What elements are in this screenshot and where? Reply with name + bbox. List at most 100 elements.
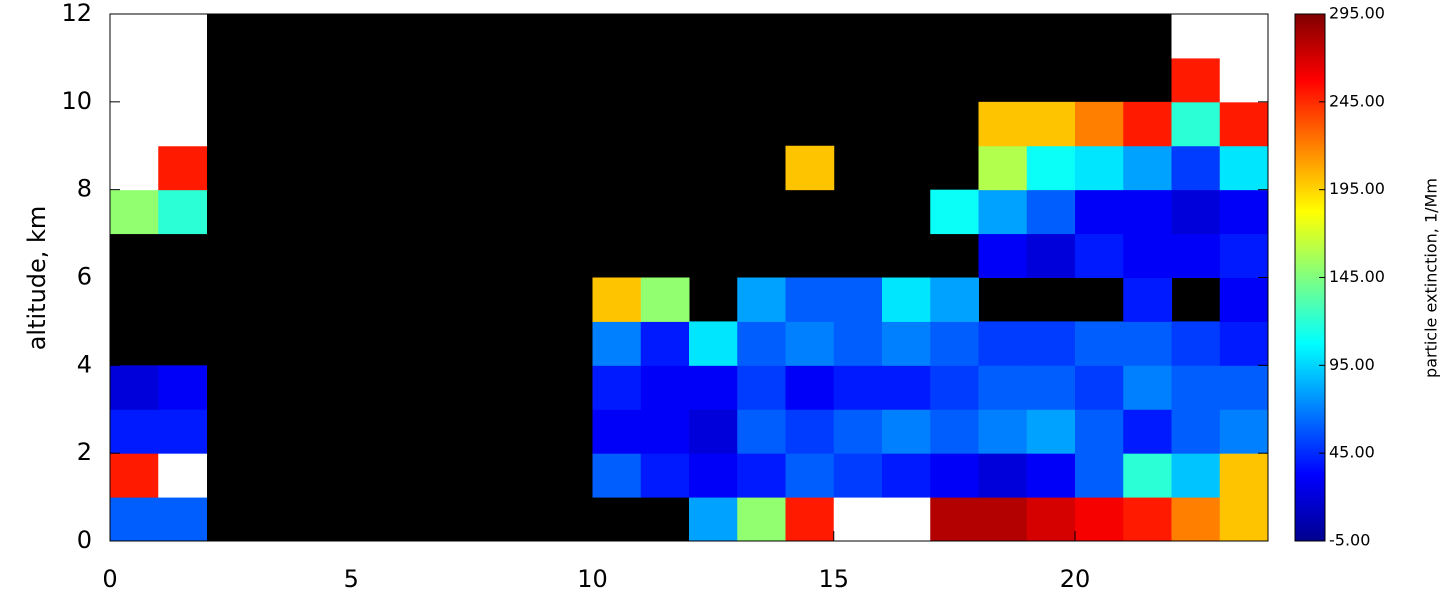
- heatmap-cell: [1171, 365, 1221, 410]
- heatmap-cell: [1026, 101, 1076, 147]
- heatmap-cell: [1171, 14, 1221, 59]
- heatmap-cell: [737, 497, 786, 542]
- heatmap-cell: [110, 101, 159, 147]
- heatmap-cell: [1171, 145, 1221, 191]
- heatmap-cell: [785, 453, 835, 498]
- y-tick-label: 2: [77, 438, 92, 466]
- heatmap-cell: [833, 409, 883, 454]
- heatmap-cell: [1123, 321, 1172, 366]
- heatmap-cell: [1026, 233, 1076, 278]
- x-tick-label: 5: [344, 565, 359, 593]
- heatmap-cell: [1219, 409, 1269, 454]
- heatmap-cell: [158, 14, 207, 59]
- heatmap-cell: [110, 14, 159, 59]
- heatmap-cell: [110, 365, 159, 410]
- colorbar-tick-label: 145.00: [1329, 267, 1385, 286]
- heatmap-cell: [930, 497, 979, 542]
- heatmap-cell: [1219, 145, 1269, 191]
- heatmap-cell: [1123, 497, 1172, 542]
- y-tick-label: 6: [77, 263, 92, 291]
- heatmap-cell: [882, 453, 931, 498]
- heatmap-cell: [640, 321, 690, 366]
- heatmap-cell: [785, 145, 835, 191]
- heatmap-cell: [1026, 409, 1076, 454]
- heatmap-cell: [1075, 409, 1124, 454]
- heatmap-cell: [1075, 101, 1124, 147]
- heatmap-cell: [833, 497, 883, 542]
- heatmap-cell: [1219, 277, 1269, 322]
- heatmap-cell: [785, 365, 835, 410]
- heatmap-cell: [1123, 189, 1172, 235]
- heatmap-cell: [158, 189, 207, 235]
- colorbar-tick-label: -5.00: [1329, 531, 1370, 550]
- heatmap-cell: [737, 277, 786, 322]
- heatmap-cell: [833, 277, 883, 322]
- heatmap-cell: [1026, 321, 1076, 366]
- heatmap-cell: [1219, 189, 1269, 235]
- heatmap-cell: [1219, 321, 1269, 366]
- heatmap-cell: [1219, 14, 1269, 59]
- heatmap-cell: [158, 365, 207, 410]
- heatmap-cell: [978, 321, 1028, 366]
- heatmap-cell: [1171, 453, 1221, 498]
- heatmap-cell: [689, 365, 738, 410]
- heatmap-cell: [1171, 189, 1221, 235]
- heatmap-cell: [1123, 409, 1172, 454]
- heatmap-cell: [978, 497, 1028, 542]
- heatmap-cell: [978, 233, 1028, 278]
- heatmap-cell: [110, 57, 159, 103]
- heatmap-cell: [592, 321, 642, 366]
- heatmap-cell: [592, 277, 642, 322]
- heatmap-cell: [882, 321, 931, 366]
- heatmap-cell: [1075, 189, 1124, 235]
- heatmap-cell: [640, 409, 690, 454]
- y-tick-label: 4: [77, 350, 92, 378]
- colorbar-tick-label: 95.00: [1329, 355, 1375, 374]
- heatmap-cell: [158, 145, 207, 191]
- y-tick-label: 10: [61, 87, 92, 115]
- heatmap-cell: [833, 365, 883, 410]
- heatmap-cell: [1123, 233, 1172, 278]
- heatmap-cell: [1171, 409, 1221, 454]
- heatmap-cell: [110, 145, 159, 191]
- heatmap-cell: [158, 497, 207, 542]
- heatmap-cell: [1171, 321, 1221, 366]
- heatmap-cell: [1219, 101, 1269, 147]
- heatmap-cell: [737, 409, 786, 454]
- heatmap-cell: [1171, 233, 1221, 278]
- heatmap-cell: [785, 321, 835, 366]
- heatmap-cell: [930, 409, 979, 454]
- heatmap-cell: [1075, 453, 1124, 498]
- heatmap-cell: [978, 101, 1028, 147]
- heatmap-cell: [1219, 497, 1269, 542]
- heatmap-cell: [1026, 497, 1076, 542]
- heatmap-cell: [158, 453, 207, 498]
- heatmap-cell: [1171, 497, 1221, 542]
- y-axis-label: altitude, km: [23, 206, 51, 351]
- heatmap-cell: [592, 365, 642, 410]
- heatmap-cell: [785, 277, 835, 322]
- y-tick-label: 12: [61, 0, 92, 27]
- heatmap-cell: [1171, 101, 1221, 147]
- heatmap-cell: [689, 497, 738, 542]
- heatmap-cell: [640, 453, 690, 498]
- heatmap-cell: [978, 189, 1028, 235]
- heatmap-cell: [1026, 145, 1076, 191]
- colorbar-tick-label: 45.00: [1329, 443, 1375, 462]
- heatmap-cell: [110, 409, 159, 454]
- heatmap-cell: [930, 277, 979, 322]
- y-tick-label: 0: [77, 526, 92, 554]
- heatmap-cell: [1123, 453, 1172, 498]
- heatmap-cell: [1075, 365, 1124, 410]
- colorbar-tick-label: 295.00: [1329, 4, 1385, 23]
- heatmap-cell: [930, 453, 979, 498]
- x-tick-label: 0: [102, 565, 117, 593]
- heatmap-cell: [882, 365, 931, 410]
- heatmap-cell: [1171, 57, 1221, 103]
- heatmap-cell: [1075, 321, 1124, 366]
- heatmap-cell: [737, 321, 786, 366]
- heatmap-cell: [1219, 365, 1269, 410]
- heatmap-cell: [930, 365, 979, 410]
- heatmap-cell: [1123, 365, 1172, 410]
